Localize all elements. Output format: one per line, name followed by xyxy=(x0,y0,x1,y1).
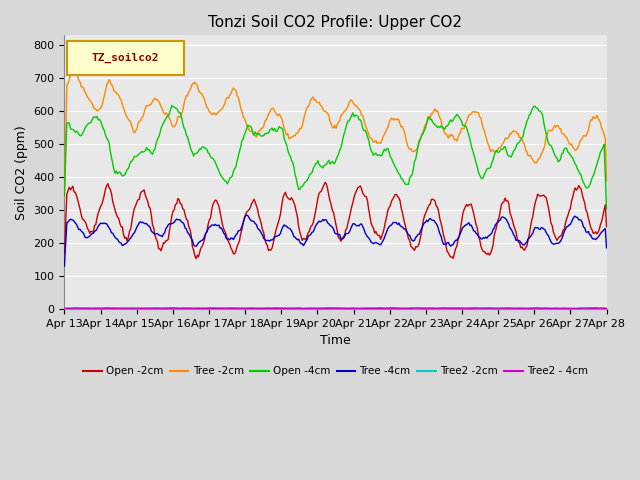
FancyBboxPatch shape xyxy=(67,41,184,75)
Y-axis label: Soil CO2 (ppm): Soil CO2 (ppm) xyxy=(15,125,28,220)
Legend: Open -2cm, Tree -2cm, Open -4cm, Tree -4cm, Tree2 -2cm, Tree2 - 4cm: Open -2cm, Tree -2cm, Open -4cm, Tree -4… xyxy=(79,362,592,381)
X-axis label: Time: Time xyxy=(320,335,351,348)
Title: Tonzi Soil CO2 Profile: Upper CO2: Tonzi Soil CO2 Profile: Upper CO2 xyxy=(209,15,463,30)
Text: TZ_soilco2: TZ_soilco2 xyxy=(92,53,159,63)
